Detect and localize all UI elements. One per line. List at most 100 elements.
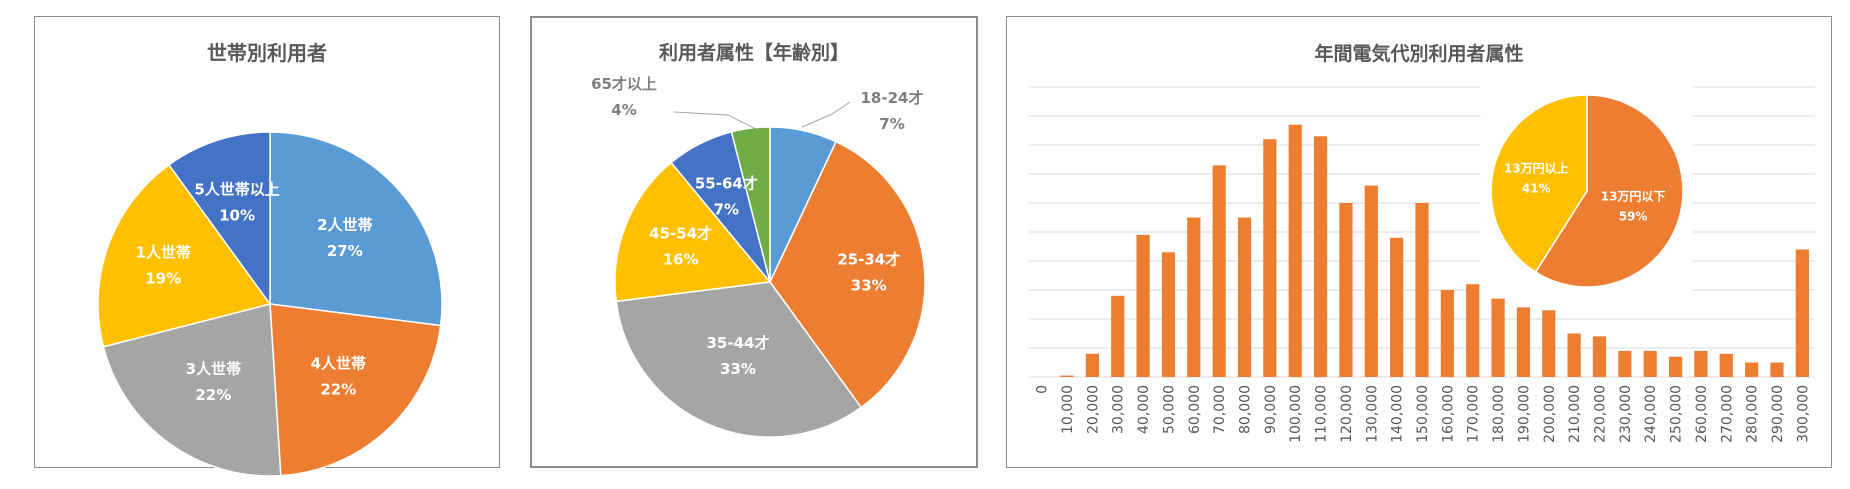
x-tick-label: 180,000 — [1491, 385, 1507, 443]
bar — [1187, 217, 1201, 377]
chart-title: 年間電気代別利用者属性 — [1314, 43, 1524, 65]
slice-percent: 7% — [714, 200, 739, 218]
x-tick-label: 50,000 — [1161, 385, 1177, 434]
slice-label: 13万円以上 — [1504, 160, 1569, 175]
household-pie-panel: 世帯別利用者 2人世帯 27% 4人世帯 22% 3人世帯 22% 1人世帯 19% 5人世帯以… — [34, 16, 500, 477]
age-pie-panel: 利用者属性【年齢別】 18-24才 7% 25-34才 33% 35-44才 33% 45-… — [530, 16, 978, 468]
bar — [1516, 307, 1531, 377]
leader-line — [801, 101, 851, 128]
age-pie-chart: 18-24才 7% 25-34才 33% 35-44才 33% 45-54才 16% 55-64… — [591, 75, 926, 438]
bar — [1491, 298, 1505, 377]
bar — [1339, 203, 1353, 377]
bar — [1390, 237, 1404, 377]
x-tick-label: 170,000 — [1466, 385, 1482, 443]
x-tick-label: 260,000 — [1694, 385, 1710, 443]
bar — [1567, 333, 1581, 377]
bar — [1415, 203, 1429, 377]
x-tick-label: 190,000 — [1516, 385, 1532, 443]
x-tick-label: 270,000 — [1719, 385, 1735, 443]
slice-percent: 33% — [720, 360, 756, 378]
x-tick-label: 90,000 — [1263, 385, 1279, 434]
pie-slice — [1534, 94, 1684, 288]
slice-label: 25-34才 — [837, 251, 900, 269]
slice-percent: 7% — [879, 115, 904, 133]
bar — [1288, 124, 1302, 377]
bar — [1745, 362, 1759, 377]
x-tick-label: 30,000 — [1111, 385, 1127, 434]
x-tick-label: 150,000 — [1415, 385, 1431, 443]
slice-percent: 16% — [663, 251, 699, 269]
electricity-bar-chart: 0 10,000 20,000 30,000 40,000 50,000 60,000 70,… — [1029, 85, 1815, 443]
pie-slice — [102, 303, 282, 477]
bar — [1364, 185, 1378, 377]
bar — [1542, 310, 1556, 377]
slice-percent: 27% — [327, 242, 363, 260]
chart-title: 世帯別利用者 — [207, 41, 327, 65]
slice-percent: 22% — [195, 386, 231, 404]
slice-percent: 4% — [611, 101, 636, 119]
x-tick-label: 10,000 — [1060, 385, 1076, 434]
bar — [1719, 353, 1733, 377]
pie-slice — [269, 131, 443, 327]
bar — [1466, 284, 1480, 377]
bar — [1237, 217, 1252, 377]
bar — [1136, 234, 1150, 377]
bar — [1212, 165, 1226, 377]
x-tick-label: 0 — [1035, 385, 1051, 394]
bar — [1263, 139, 1277, 377]
pie-slice — [97, 163, 272, 348]
household-pie-chart: 2人世帯 27% 4人世帯 22% 3人世帯 22% 1人世帯 19% 5人世帯以上 10% — [97, 131, 443, 477]
bar — [1060, 375, 1074, 377]
slice-label: 55-64才 — [695, 174, 758, 192]
bar — [1618, 350, 1632, 377]
slice-label: 3人世帯 — [186, 360, 241, 378]
pie-slice — [730, 126, 771, 283]
slice-label: 35-44才 — [706, 334, 769, 352]
slice-label: 1人世帯 — [135, 244, 190, 262]
x-tick-label: 130,000 — [1364, 385, 1380, 443]
slice-label: 5人世帯以上 — [194, 181, 279, 199]
bar — [1313, 136, 1328, 377]
x-tick-label: 290,000 — [1770, 385, 1786, 443]
slice-label: 45-54才 — [649, 225, 712, 243]
bar — [1161, 252, 1176, 377]
slice-percent: 59% — [1619, 209, 1648, 223]
bar — [1440, 290, 1454, 377]
x-tick-label: 240,000 — [1643, 385, 1659, 443]
bar — [1592, 336, 1607, 377]
chart-title: 利用者属性【年齢別】 — [658, 42, 849, 64]
x-tick-label: 250,000 — [1669, 385, 1685, 443]
pie-slice — [614, 161, 772, 303]
electricity-bar-panel: 年間電気代別利用者属性 0 10,000 20,000 30,000 40,000 50,… — [1006, 16, 1832, 468]
x-tick-label: 60,000 — [1187, 385, 1203, 434]
slice-percent: 33% — [851, 277, 887, 295]
x-tick-label: 300,000 — [1795, 385, 1811, 443]
pie-slice — [615, 281, 863, 438]
slice-percent: 19% — [145, 270, 181, 288]
x-tick-label: 70,000 — [1212, 385, 1228, 434]
bar — [1694, 350, 1708, 377]
x-tick-label: 80,000 — [1238, 385, 1254, 434]
x-tick-label: 160,000 — [1440, 385, 1456, 443]
pie-slice — [269, 303, 442, 477]
x-tick-label: 120,000 — [1339, 385, 1355, 443]
x-tick-label: 220,000 — [1592, 385, 1608, 443]
x-tick-label: 20,000 — [1085, 385, 1101, 434]
slice-label: 2人世帯 — [317, 216, 372, 234]
slice-label: 18-24才 — [861, 89, 924, 107]
slice-label: 4人世帯 — [311, 355, 366, 373]
slice-percent: 10% — [219, 207, 255, 225]
x-tick-label: 210,000 — [1567, 385, 1583, 443]
pie-slice — [167, 131, 271, 307]
pie-slice — [769, 140, 926, 409]
bar — [1643, 350, 1657, 377]
bar — [1111, 295, 1125, 377]
bar — [1770, 362, 1784, 377]
bar — [1795, 249, 1809, 377]
x-tick-label: 40,000 — [1136, 385, 1152, 434]
x-tick-label: 230,000 — [1618, 385, 1634, 443]
x-tick-label: 100,000 — [1288, 385, 1304, 443]
x-tick-label: 140,000 — [1390, 385, 1406, 443]
slice-label: 65才以上 — [591, 75, 657, 93]
slice-label: 13万円以下 — [1601, 189, 1666, 203]
